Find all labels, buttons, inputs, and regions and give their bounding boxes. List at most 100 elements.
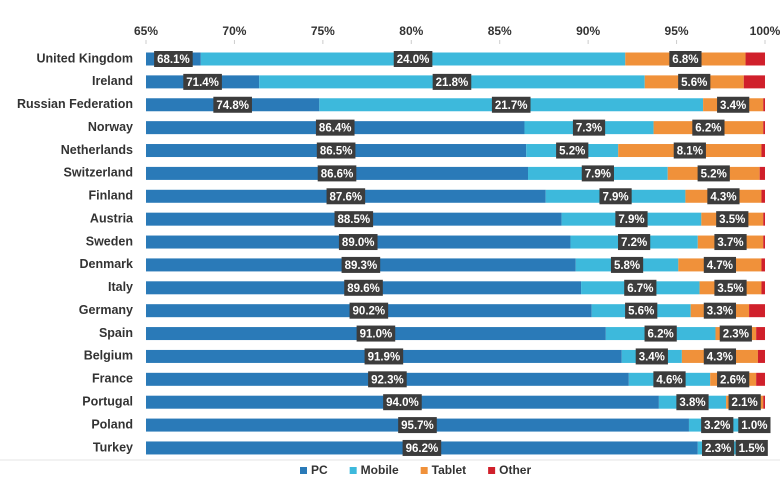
legend-swatch — [420, 467, 428, 474]
value-label: 89.0% — [342, 237, 375, 249]
value-label-bg — [618, 234, 651, 251]
value-label-bg — [703, 348, 737, 365]
bar-segment — [763, 98, 765, 112]
value-label: 6.7% — [627, 283, 653, 295]
value-label: 87.6% — [330, 191, 363, 203]
value-label-bg — [738, 417, 771, 434]
value-label-bg — [356, 325, 396, 342]
value-label-bg — [398, 417, 437, 434]
value-label: 5.2% — [701, 168, 727, 180]
value-label-bg — [703, 256, 737, 273]
value-label: 4.3% — [710, 191, 736, 203]
value-label-bg — [610, 256, 644, 273]
bar-segment — [745, 52, 765, 66]
category-label: France — [92, 372, 133, 386]
value-label-bg — [701, 417, 734, 434]
value-label-bg — [326, 188, 366, 205]
x-tick-label: 95% — [665, 24, 689, 38]
x-tick-label: 65% — [134, 24, 158, 38]
value-label-bg — [702, 439, 735, 456]
value-label: 89.6% — [347, 283, 380, 295]
value-label: 1.0% — [741, 420, 767, 432]
value-label: 6.2% — [648, 329, 674, 341]
value-label: 3.5% — [717, 283, 743, 295]
value-label-bg — [334, 211, 374, 228]
value-label: 86.4% — [319, 123, 352, 135]
value-label-bg — [344, 279, 383, 296]
value-label-bg — [341, 256, 381, 273]
value-label-bg — [717, 371, 750, 388]
value-label-bg — [338, 234, 378, 251]
category-label: Netherlands — [61, 143, 133, 157]
x-tick-label: 100% — [750, 24, 780, 38]
legend-swatch — [488, 467, 496, 474]
bar-segment — [761, 144, 765, 158]
legend-label: Mobile — [361, 463, 399, 477]
value-label-bg — [716, 211, 749, 228]
value-label: 2.1% — [732, 397, 758, 409]
value-label: 88.5% — [338, 214, 371, 226]
value-label-bg — [728, 394, 761, 411]
value-label: 6.2% — [695, 123, 721, 135]
value-label: 3.8% — [679, 397, 705, 409]
value-label-bg — [572, 119, 606, 136]
category-label: Portugal — [82, 394, 133, 408]
category-label: Poland — [91, 417, 133, 431]
value-label-bg — [393, 51, 433, 67]
category-label: Norway — [88, 120, 133, 134]
bar-segment — [761, 189, 765, 203]
bar-segment — [763, 212, 765, 226]
x-tick-label: 75% — [311, 24, 335, 38]
legend-swatch — [349, 467, 357, 474]
category-label: Turkey — [93, 440, 133, 454]
x-tick-label: 85% — [488, 24, 512, 38]
value-label: 4.6% — [656, 374, 682, 386]
category-label: Finland — [89, 189, 133, 203]
category-label: Italy — [108, 280, 133, 294]
value-label: 3.4% — [720, 100, 746, 112]
value-label-bg — [154, 51, 193, 67]
value-label-bg — [697, 165, 730, 182]
value-label-bg — [491, 96, 531, 113]
value-label-bg — [673, 142, 706, 159]
value-label: 7.9% — [585, 168, 611, 180]
value-label: 3.5% — [719, 214, 745, 226]
value-label: 96.2% — [406, 443, 439, 455]
value-label: 68.1% — [157, 54, 190, 66]
bar-segment — [761, 258, 765, 272]
category-label: Belgium — [84, 349, 133, 363]
category-label: United Kingdom — [36, 51, 133, 65]
value-label-bg — [317, 165, 357, 182]
value-label: 3.4% — [639, 351, 665, 363]
bar-segment — [763, 395, 765, 409]
bar-segment — [756, 372, 765, 386]
bar-segment — [763, 235, 765, 249]
value-label: 74.8% — [216, 100, 249, 112]
value-label-bg — [717, 96, 750, 113]
value-label: 86.5% — [320, 146, 353, 158]
x-tick-label: 70% — [222, 24, 246, 38]
value-label-bg — [653, 371, 686, 388]
value-label: 24.0% — [397, 54, 430, 66]
value-label-bg — [316, 142, 356, 159]
value-label-bg — [615, 211, 648, 228]
category-label: Sweden — [86, 234, 133, 248]
legend-label: Tablet — [432, 463, 466, 477]
value-label-bg — [599, 188, 632, 205]
value-label-bg — [213, 96, 252, 113]
value-label: 2.3% — [723, 329, 749, 341]
legend-label: Other — [499, 463, 531, 477]
value-label-bg — [625, 302, 658, 319]
value-label: 6.8% — [672, 54, 698, 66]
value-label-bg — [669, 51, 702, 67]
value-label: 86.6% — [321, 168, 354, 180]
value-label-bg — [315, 119, 355, 136]
value-label-bg — [183, 73, 222, 90]
value-label: 7.9% — [618, 214, 644, 226]
value-label-bg — [644, 325, 677, 342]
x-tick-label: 80% — [399, 24, 423, 38]
value-label: 21.7% — [495, 100, 528, 112]
value-label-bg — [432, 73, 472, 90]
bar-segment — [759, 166, 765, 180]
